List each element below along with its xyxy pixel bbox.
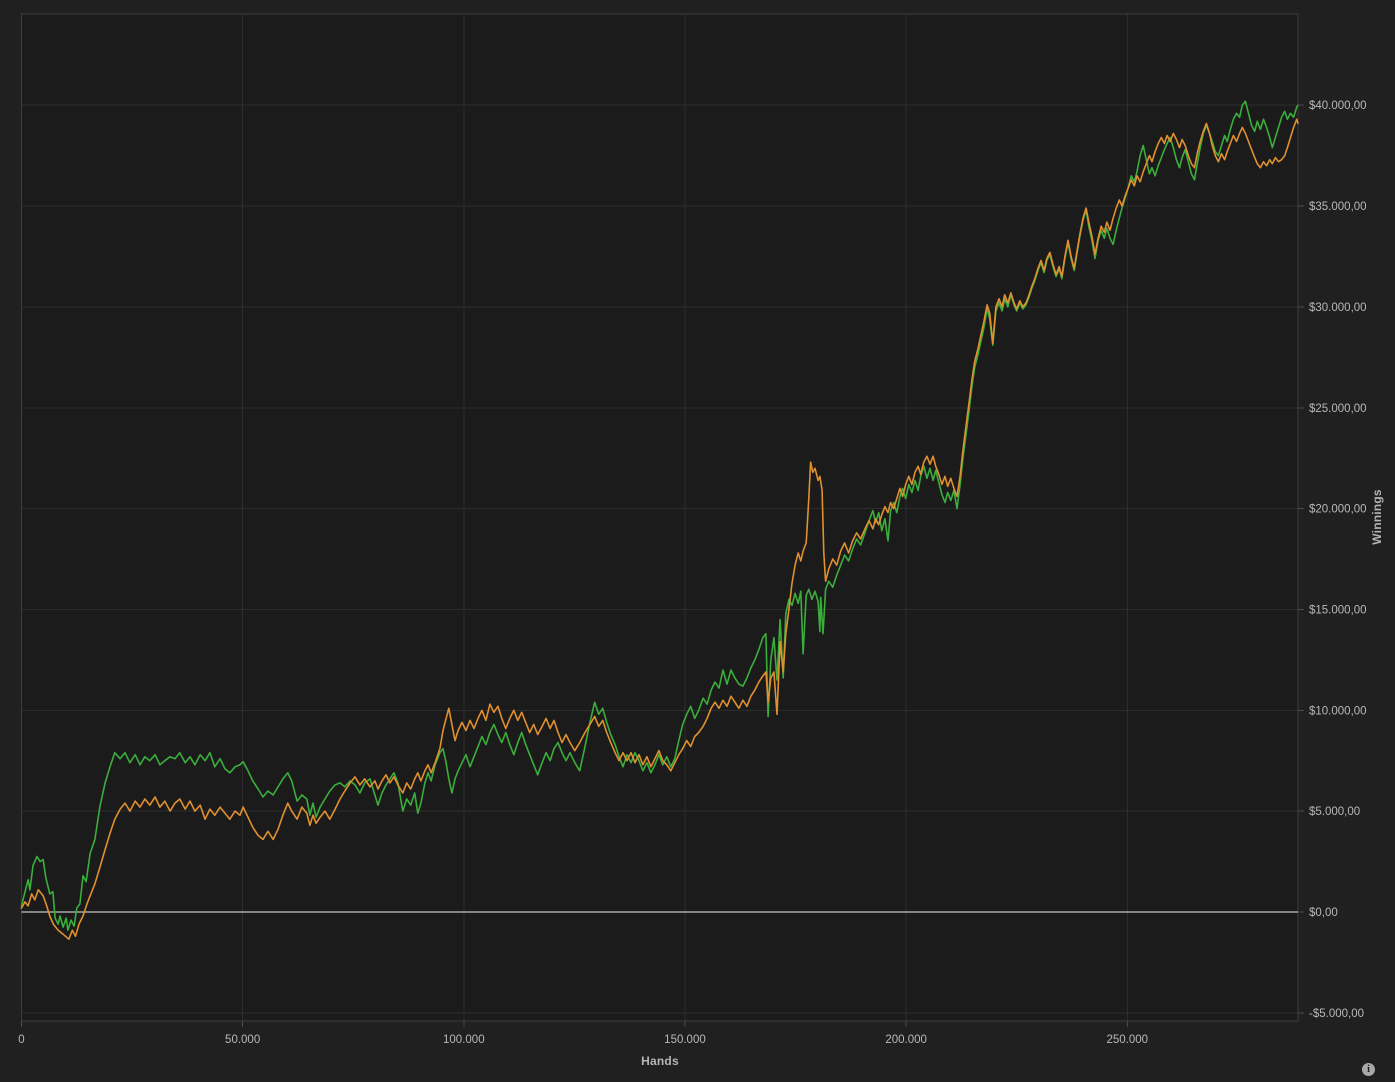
series-line-green xyxy=(20,100,1299,932)
y-axis-title: Winnings xyxy=(1370,489,1384,545)
series-line-orange xyxy=(20,118,1299,941)
y-tick-label: $35.000,00 xyxy=(1309,201,1367,213)
x-tick-label: 100.000 xyxy=(443,1034,485,1046)
info-icon[interactable]: i xyxy=(1362,1063,1375,1076)
y-tick-label: $5.000,00 xyxy=(1309,806,1360,818)
y-tick-label: $10.000,00 xyxy=(1309,705,1367,717)
x-axis-title: Hands xyxy=(641,1054,679,1068)
plot-border xyxy=(21,13,1299,1022)
x-tick-label: 50.000 xyxy=(225,1034,260,1046)
x-tick-label: 150.000 xyxy=(664,1034,706,1046)
y-tick-label: $25.000,00 xyxy=(1309,403,1367,415)
y-tick-label: $15.000,00 xyxy=(1309,604,1367,616)
x-tick-label: 250.000 xyxy=(1106,1034,1148,1046)
y-tick-label: $40.000,00 xyxy=(1309,100,1367,112)
y-tick-label: $20.000,00 xyxy=(1309,504,1367,516)
x-tick-label: 0 xyxy=(18,1034,24,1046)
plot-area-background xyxy=(21,14,1298,1021)
y-tick-label: $30.000,00 xyxy=(1309,302,1367,314)
y-tick-label: $0,00 xyxy=(1309,907,1338,919)
x-tick-label: 200.000 xyxy=(885,1034,927,1046)
y-tick-label: -$5.000,00 xyxy=(1309,1008,1364,1020)
